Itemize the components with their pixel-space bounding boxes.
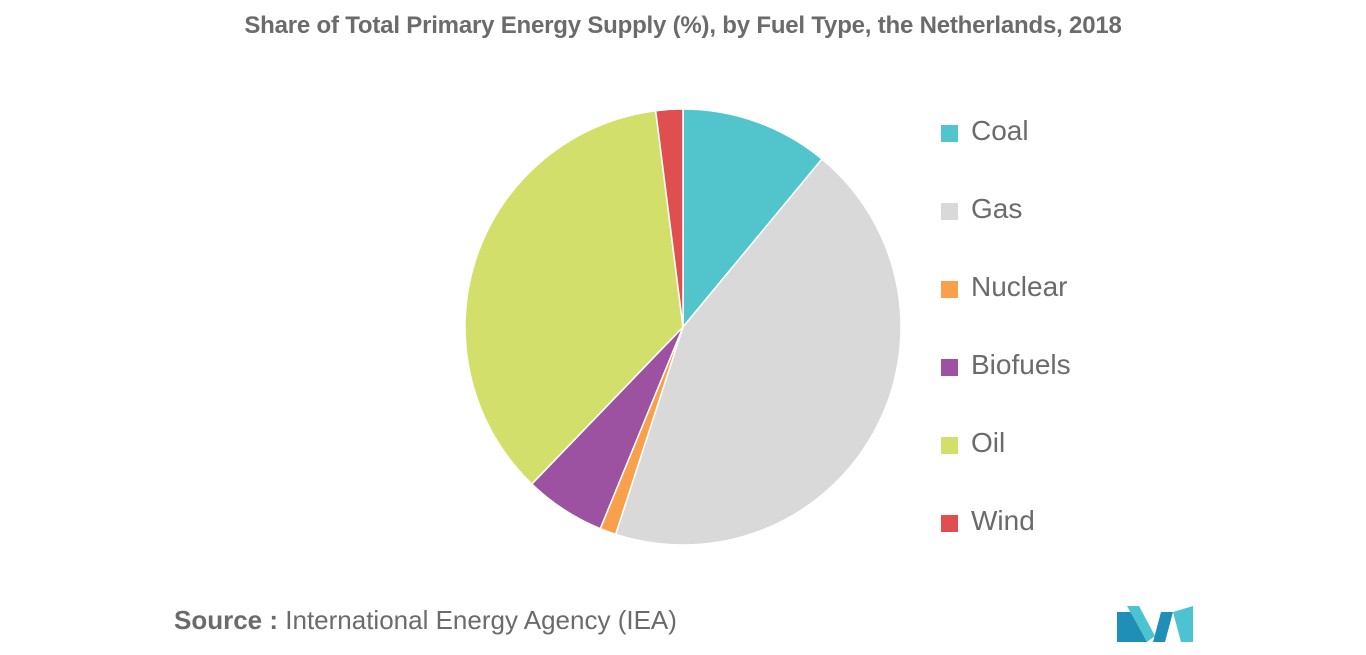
mordor-intelligence-logo-icon	[1117, 606, 1193, 642]
pie-slice-coal	[682, 108, 824, 330]
source-text: International Energy Agency (IEA)	[285, 605, 677, 635]
legend-swatch	[941, 281, 958, 298]
pie-slice-wind	[654, 108, 684, 328]
legend-swatch	[941, 125, 958, 142]
legend-swatch	[941, 515, 958, 532]
legend-label: Gas	[971, 193, 1023, 224]
legend-swatch	[941, 359, 958, 376]
pie-slice-oil	[464, 109, 684, 486]
legend-label: Biofuels	[971, 349, 1071, 380]
source-label: Source :	[174, 605, 279, 635]
legend-label: Wind	[971, 505, 1035, 536]
legend-swatch	[941, 203, 958, 220]
legend-label: Nuclear	[971, 271, 1068, 302]
legend-label: Oil	[971, 427, 1006, 458]
legend-swatch	[941, 437, 958, 454]
chart-title: Share of Total Primary Energy Supply (%)…	[244, 12, 1122, 39]
pie-slice-gas	[614, 157, 902, 546]
source-note: Source : International Energy Agency (IE…	[174, 605, 677, 636]
legend-label: Coal	[971, 115, 1029, 146]
